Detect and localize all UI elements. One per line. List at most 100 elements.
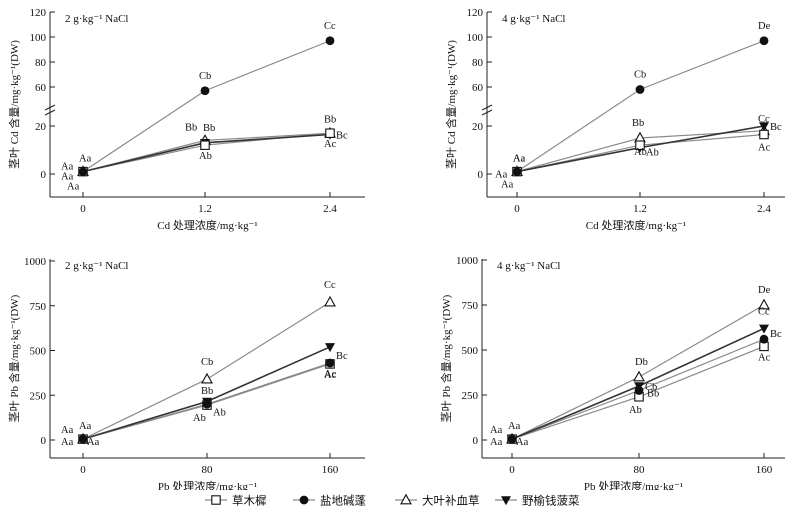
series-line bbox=[511, 304, 765, 440]
data-point bbox=[512, 167, 522, 177]
y-tick-label: 250 bbox=[462, 390, 479, 402]
y-tick-label: 1000 bbox=[24, 256, 47, 268]
data-point bbox=[759, 36, 769, 46]
y-tick-label: 20 bbox=[472, 121, 484, 133]
y-axis-label: 茎叶 Cd 含量/mg·kg⁻¹(DW) bbox=[7, 40, 21, 169]
data-label: Bb bbox=[185, 122, 197, 133]
data-label: Cc bbox=[758, 306, 770, 317]
data-point bbox=[759, 324, 769, 334]
y-tick-label: 100 bbox=[467, 32, 484, 44]
x-tick-label: 2.4 bbox=[323, 203, 337, 215]
data-label: Aa bbox=[513, 154, 526, 165]
y-tick-label: 750 bbox=[30, 301, 47, 313]
data-label: Aa bbox=[79, 154, 92, 165]
data-point bbox=[635, 85, 645, 94]
y-tick-label: 250 bbox=[30, 390, 47, 402]
legend-marker bbox=[400, 493, 412, 505]
data-label: Ab bbox=[646, 148, 659, 159]
y-tick-label: 120 bbox=[467, 7, 484, 19]
y-tick-label: 20 bbox=[35, 121, 47, 133]
data-point bbox=[325, 343, 335, 353]
legend-label: 野榆钱菠菜 bbox=[522, 494, 580, 508]
data-label: Aa bbox=[495, 170, 508, 181]
panel-title: 4 g·kg⁻¹ NaCl bbox=[497, 260, 561, 272]
data-label: Ac bbox=[324, 370, 337, 381]
data-point bbox=[78, 434, 88, 444]
x-tick-label: 2.4 bbox=[757, 203, 771, 215]
legend-marker bbox=[501, 496, 511, 506]
panel-4: 1000 750 500 250 0 0 80 160 4 g·kg⁻¹ NaCl Pb 处理浓度… bbox=[439, 255, 785, 490]
data-label: Aa bbox=[501, 180, 514, 191]
data-label: Ab bbox=[634, 147, 647, 158]
x-tick-label: 1.2 bbox=[198, 203, 212, 215]
legend-marker bbox=[211, 495, 221, 505]
panel-2: 120 100 80 60 20 0 0 1.2 2.4 4 g·kg⁻¹ NaCl Cd 处理浓度… bbox=[444, 7, 785, 232]
data-label: Cc bbox=[758, 114, 770, 125]
data-point bbox=[201, 372, 213, 384]
y-tick-label: 0 bbox=[41, 435, 47, 447]
panel-title: 2 g·kg⁻¹ NaCl bbox=[65, 260, 129, 272]
y-axis-label: 茎叶 Pb 含量/mg·kg⁻¹(DW) bbox=[439, 294, 453, 422]
y-tick-label: 1000 bbox=[456, 255, 479, 267]
data-point bbox=[325, 36, 335, 46]
series-line bbox=[82, 301, 331, 440]
x-axis-label: Pb 处理浓度/mg·kg⁻¹ bbox=[584, 479, 683, 490]
data-point bbox=[325, 128, 335, 138]
data-label: Ac bbox=[758, 352, 771, 363]
data-point bbox=[324, 295, 336, 307]
data-label: Aa bbox=[87, 437, 100, 448]
y-tick-label: 120 bbox=[30, 7, 47, 19]
data-label: Aa bbox=[516, 437, 529, 448]
data-label: Ac bbox=[324, 369, 337, 380]
data-label: Ab bbox=[199, 151, 212, 162]
data-label: Bb bbox=[324, 114, 336, 125]
y-tick-label: 0 bbox=[478, 169, 484, 181]
y-tick-label: 60 bbox=[35, 82, 47, 94]
data-label: Cb bbox=[634, 70, 646, 81]
panel-3: 1000 750 500 250 0 0 80 160 2 g·kg⁻¹ NaCl Pb 处理浓度… bbox=[7, 256, 365, 490]
data-point bbox=[200, 86, 210, 96]
y-tick-label: 100 bbox=[30, 32, 47, 44]
legend-marker bbox=[299, 495, 309, 505]
data-label: Aa bbox=[61, 172, 74, 183]
data-label: Bb bbox=[201, 386, 213, 397]
data-point bbox=[202, 399, 212, 409]
x-axis-label: Cd 处理浓度/mg·kg⁻¹ bbox=[586, 218, 686, 232]
data-label: Ab bbox=[193, 413, 206, 424]
data-label: Cb bbox=[201, 357, 213, 368]
data-label: Bc bbox=[770, 122, 782, 133]
panel-title: 2 g·kg⁻¹ NaCl bbox=[65, 13, 129, 25]
x-tick-label: 80 bbox=[634, 464, 646, 476]
data-point bbox=[759, 122, 769, 132]
y-tick-label: 0 bbox=[41, 169, 47, 181]
data-point bbox=[507, 434, 517, 444]
x-tick-label: 160 bbox=[322, 464, 339, 476]
legend-label: 盐地碱蓬 bbox=[320, 494, 366, 508]
data-label: De bbox=[758, 285, 771, 296]
x-tick-label: 1.2 bbox=[633, 203, 647, 215]
axis-break-mark bbox=[44, 104, 56, 116]
y-tick-label: 80 bbox=[472, 57, 484, 69]
data-label: Bc bbox=[336, 131, 348, 142]
data-point bbox=[633, 370, 645, 382]
x-tick-label: 0 bbox=[80, 203, 86, 215]
data-point bbox=[758, 298, 770, 310]
data-point bbox=[78, 167, 88, 177]
data-label: Aa bbox=[490, 437, 503, 448]
y-axis-label: 茎叶 Cd 含量/mg·kg⁻¹(DW) bbox=[444, 40, 458, 169]
data-label: Aa bbox=[61, 162, 74, 173]
y-tick-label: 750 bbox=[462, 300, 479, 312]
axis-break-mark bbox=[481, 104, 493, 116]
data-label: Aa bbox=[79, 421, 92, 432]
x-axis-label: Cd 处理浓度/mg·kg⁻¹ bbox=[157, 218, 257, 232]
data-label: Bb bbox=[632, 118, 644, 129]
data-label: Ab bbox=[629, 405, 642, 416]
data-point bbox=[634, 386, 644, 395]
y-tick-label: 60 bbox=[472, 82, 484, 94]
x-tick-label: 80 bbox=[202, 464, 214, 476]
data-point bbox=[759, 334, 769, 344]
y-tick-label: 500 bbox=[462, 345, 479, 357]
y-tick-label: 500 bbox=[30, 346, 47, 358]
x-tick-label: 0 bbox=[514, 203, 520, 215]
y-tick-label: 0 bbox=[473, 435, 479, 447]
